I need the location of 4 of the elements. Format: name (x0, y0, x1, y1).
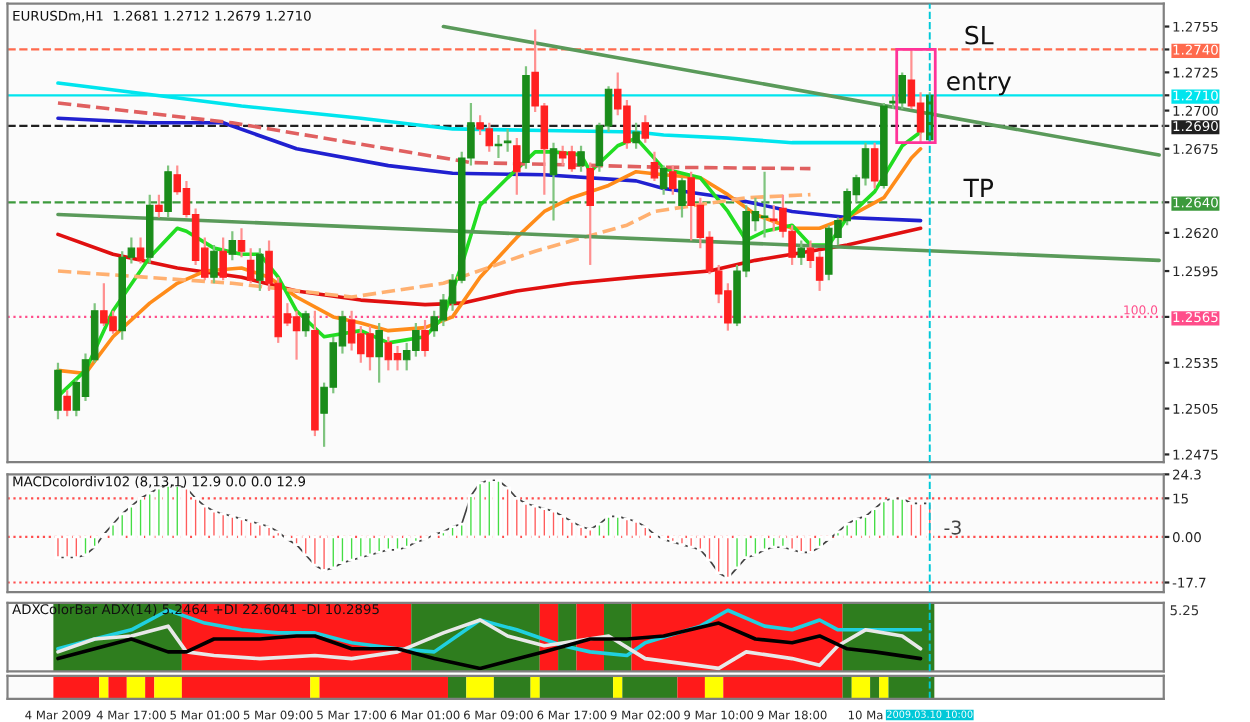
ref-line-label: entry (947, 72, 1012, 96)
annotation: -3 (944, 520, 961, 535)
ref-line-label: SL (965, 25, 994, 45)
ref-line-label: TP (963, 178, 994, 198)
